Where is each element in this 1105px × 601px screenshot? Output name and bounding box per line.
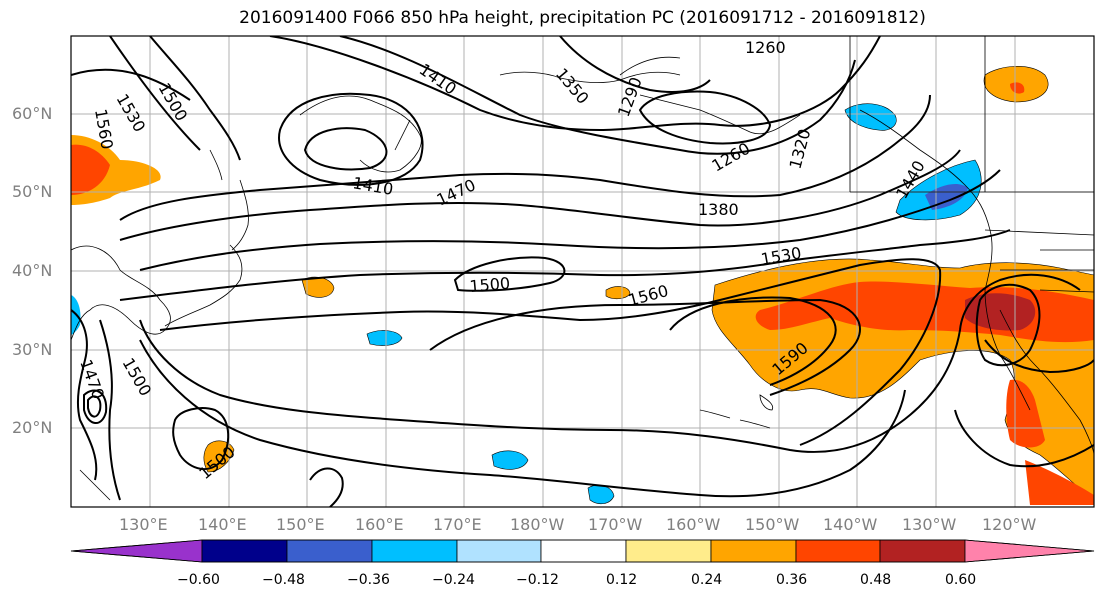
colorbar-segment: [710, 539, 797, 563]
contour-label: 1410: [351, 173, 394, 199]
colorbar-segment: [70, 539, 203, 563]
lat-label: 40°N: [12, 261, 53, 280]
lon-label: 160°E: [355, 515, 404, 534]
lat-label: 50°N: [12, 182, 53, 201]
lon-label: 180°W: [510, 515, 565, 534]
colorbar-segment: [201, 539, 288, 563]
colorbar-tick-label: −0.48: [262, 572, 305, 588]
colorbar-tick-label: 0.24: [691, 572, 723, 588]
lat-label: 60°N: [12, 104, 53, 123]
contour-label: 1380: [698, 200, 739, 219]
height-contours: [71, 36, 1094, 507]
lon-label: 140°E: [198, 515, 247, 534]
colorbar-segment: [625, 539, 712, 563]
contour-label: 1530: [113, 91, 150, 136]
lon-label: 160°W: [666, 515, 721, 534]
colorbar-segment: [879, 539, 966, 563]
precip-shading: [71, 66, 1094, 505]
colorbar-tick-label: −0.60: [177, 572, 220, 588]
lon-label: 130°E: [119, 515, 168, 534]
map-title: 2016091400 F066 850 hPa height, precipit…: [239, 8, 926, 28]
colorbar-segment: [371, 539, 458, 563]
map-frame: [70, 35, 1095, 508]
lat-label: 20°N: [12, 418, 53, 437]
colorbar-tick-label: 0.36: [776, 572, 808, 588]
lon-label: 120°W: [982, 515, 1037, 534]
colorbar-tick-label: 0.48: [860, 572, 892, 588]
colorbar-tick-label: −0.24: [432, 572, 475, 588]
colorbar-tick-label: 0.60: [945, 572, 977, 588]
colorbar-segment: [456, 539, 542, 563]
colorbar-tick-label: 0.12: [606, 572, 638, 588]
lon-label: 140°W: [823, 515, 878, 534]
contour-label: 1500: [155, 80, 192, 125]
colorbar-segment: [964, 539, 1095, 563]
colorbar-tick-label: −0.36: [347, 572, 390, 588]
lon-label: 170°E: [433, 515, 482, 534]
contour-label: 1260: [745, 38, 786, 57]
lat-label: 30°N: [12, 340, 53, 359]
contour-label: 1320: [786, 127, 815, 171]
contour-label: 1470: [434, 175, 479, 209]
contour-label: 1410: [416, 60, 460, 99]
contour-label: 1500: [469, 274, 511, 296]
colorbar-segment: [286, 539, 373, 563]
colorbar-segment: [795, 539, 881, 563]
colorbar-segment: [540, 539, 627, 563]
contour-label: 1350: [552, 64, 593, 107]
coastlines: [71, 36, 1094, 501]
colorbar-tick-label: −0.12: [516, 572, 559, 588]
colorbar: [70, 539, 1095, 563]
lon-label: 170°W: [588, 515, 643, 534]
lon-label: 150°E: [276, 515, 325, 534]
lon-label: 150°W: [745, 515, 800, 534]
lon-label: 130°W: [902, 515, 957, 534]
